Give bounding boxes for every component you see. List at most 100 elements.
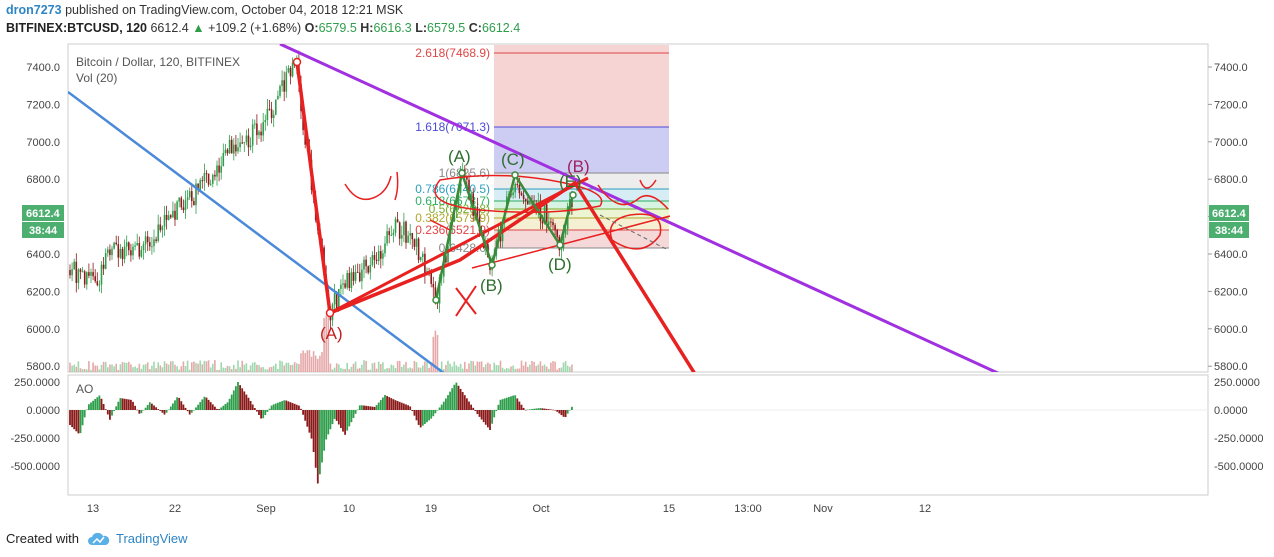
volume-bar	[443, 369, 445, 372]
volume-bar	[539, 361, 542, 372]
volume-bar	[520, 360, 523, 372]
candle-body	[457, 193, 460, 207]
ao-tick-left: -500.0000	[10, 461, 60, 473]
pivot-point[interactable]	[325, 308, 335, 318]
price-tick-left: 7000.0	[26, 137, 60, 149]
volume-bar	[535, 365, 537, 372]
ao-bar	[365, 405, 367, 410]
price-tick-left: 6000.0	[26, 324, 60, 336]
candle-body	[77, 269, 80, 283]
volume-bar	[354, 361, 357, 372]
volume-bar	[335, 363, 338, 372]
green-wave-line[interactable]	[434, 168, 575, 301]
candle-body	[541, 221, 544, 224]
volume-bar	[333, 367, 336, 372]
tradingview-logo-link[interactable]: TradingView	[87, 531, 188, 546]
volume-bar	[375, 368, 378, 372]
publish-line: dron7273 published on TradingView.com, O…	[6, 3, 403, 17]
candle-body	[144, 236, 147, 245]
x-mark	[455, 285, 477, 317]
ao-bar	[224, 404, 227, 410]
pivot-point[interactable]	[511, 171, 519, 179]
volume-bar	[558, 367, 561, 372]
symbol-line: BITFINEX:BTCUSD, 120 6612.4 ▲ +109.2 (+1…	[6, 21, 520, 35]
ao-tick-right: -500.0000	[1214, 461, 1264, 473]
volume-bar	[373, 362, 376, 372]
red-lower-line[interactable]	[471, 215, 671, 269]
ao-bar	[537, 408, 540, 410]
volume-bar	[424, 361, 426, 372]
fib-extension[interactable]	[494, 45, 669, 248]
candle-body	[289, 67, 292, 77]
author-link[interactable]: dron7273	[6, 3, 62, 17]
volume-bar	[285, 362, 288, 372]
ao-bar	[522, 407, 525, 410]
volume-bar	[218, 369, 220, 372]
candle-body	[163, 214, 166, 227]
pivot-point[interactable]	[488, 261, 496, 269]
pivot-point[interactable]	[458, 169, 466, 177]
ao-bar	[510, 396, 512, 410]
candle-body	[161, 226, 164, 231]
ao-bar	[230, 394, 233, 410]
candle-body	[121, 248, 124, 260]
pivot-point[interactable]	[292, 57, 302, 67]
candle-body	[90, 272, 92, 276]
volume-bar	[264, 369, 267, 372]
candle-body	[245, 135, 248, 143]
candle-body	[134, 245, 136, 247]
volume-bar	[524, 361, 527, 372]
volume-bar	[277, 368, 279, 372]
volume-bar	[440, 361, 443, 372]
candle-body	[352, 272, 355, 281]
ao-bar	[106, 410, 109, 415]
candle-body	[260, 131, 262, 136]
candle-body	[564, 229, 567, 235]
ao-bar	[115, 406, 118, 410]
ao-bar	[457, 385, 460, 410]
volume-bar	[272, 365, 275, 372]
red-projection-line[interactable]	[295, 61, 696, 374]
volume-bar	[262, 367, 264, 372]
blue-trendline[interactable]	[68, 90, 445, 374]
volume-bar	[501, 367, 504, 372]
ao-bar	[489, 410, 491, 430]
volume-bar	[459, 363, 462, 372]
ao-bar	[310, 410, 313, 439]
volume-bar	[550, 362, 552, 372]
candle-body	[174, 210, 176, 220]
candle-body	[107, 249, 109, 254]
volume-bar	[319, 355, 321, 372]
chart-area[interactable]: 2.618(7468.9)1.618(7071.3)1(6825.6)0.786…	[0, 40, 1274, 525]
pivot-point[interactable]	[432, 296, 440, 304]
candle-body	[405, 221, 407, 243]
volume-bar	[392, 365, 395, 372]
red-support-line[interactable]	[329, 176, 589, 315]
ao-bar	[319, 410, 321, 475]
volume-bar	[212, 363, 214, 372]
pivot-point[interactable]	[569, 191, 577, 199]
volume-bar	[340, 367, 342, 372]
ao-bar	[354, 410, 357, 414]
volume-bar	[386, 368, 388, 372]
ao-bar	[241, 388, 244, 410]
candle-body	[209, 183, 212, 185]
candle-body	[224, 149, 227, 153]
ao-bar	[379, 400, 382, 410]
ao-bar	[562, 410, 565, 417]
ao-pane[interactable]	[67, 374, 1209, 496]
purple-trendline[interactable]	[279, 44, 1000, 374]
wave-label-e: (E)	[559, 172, 582, 191]
volume-bar	[338, 364, 340, 372]
volume-bar	[476, 361, 479, 372]
ao-bar	[327, 410, 330, 435]
pivot-point[interactable]	[556, 241, 564, 249]
volume-bar	[487, 362, 489, 372]
candle-body	[386, 231, 388, 244]
ao-bar	[316, 410, 319, 484]
price-tick-right: 7200.0	[1214, 99, 1248, 111]
price-tick-left: 5800.0	[26, 361, 60, 373]
ao-bar	[180, 401, 183, 410]
ao-bar	[424, 410, 426, 424]
ao-bar	[270, 405, 273, 410]
